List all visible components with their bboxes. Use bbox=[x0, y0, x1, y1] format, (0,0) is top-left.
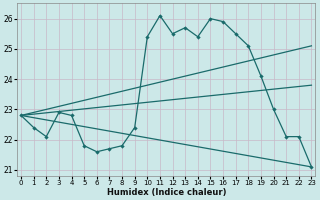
X-axis label: Humidex (Indice chaleur): Humidex (Indice chaleur) bbox=[107, 188, 226, 197]
